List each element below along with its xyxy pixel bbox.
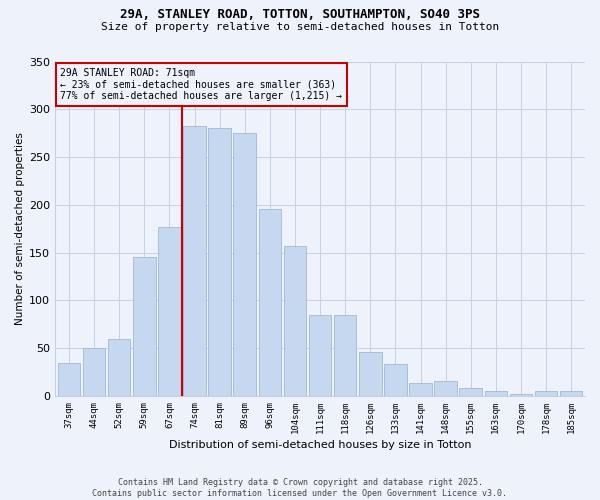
Bar [58, 362, 80, 396]
Bar [83, 348, 106, 396]
Bar [108, 338, 130, 396]
Text: Contains HM Land Registry data © Crown copyright and database right 2025.
Contai: Contains HM Land Registry data © Crown c… [92, 478, 508, 498]
Text: 29A STANLEY ROAD: 71sqm
← 23% of semi-detached houses are smaller (363)
77% of s: 29A STANLEY ROAD: 71sqm ← 23% of semi-de… [61, 68, 343, 102]
Text: 29A, STANLEY ROAD, TOTTON, SOUTHAMPTON, SO40 3PS: 29A, STANLEY ROAD, TOTTON, SOUTHAMPTON, … [120, 8, 480, 20]
Bar [259, 208, 281, 396]
Bar [384, 364, 407, 396]
Bar [434, 380, 457, 396]
Bar [284, 246, 306, 396]
Bar [208, 128, 231, 396]
Bar [560, 391, 583, 396]
Bar [535, 391, 557, 396]
Bar [460, 388, 482, 396]
Bar [485, 391, 507, 396]
Bar [309, 314, 331, 396]
Bar [183, 126, 206, 396]
Bar [133, 258, 155, 396]
Text: Size of property relative to semi-detached houses in Totton: Size of property relative to semi-detach… [101, 22, 499, 32]
Bar [158, 227, 181, 396]
X-axis label: Distribution of semi-detached houses by size in Totton: Distribution of semi-detached houses by … [169, 440, 472, 450]
Bar [233, 133, 256, 396]
Bar [509, 394, 532, 396]
Bar [334, 314, 356, 396]
Bar [409, 382, 432, 396]
Bar [359, 352, 382, 396]
Y-axis label: Number of semi-detached properties: Number of semi-detached properties [15, 132, 25, 325]
